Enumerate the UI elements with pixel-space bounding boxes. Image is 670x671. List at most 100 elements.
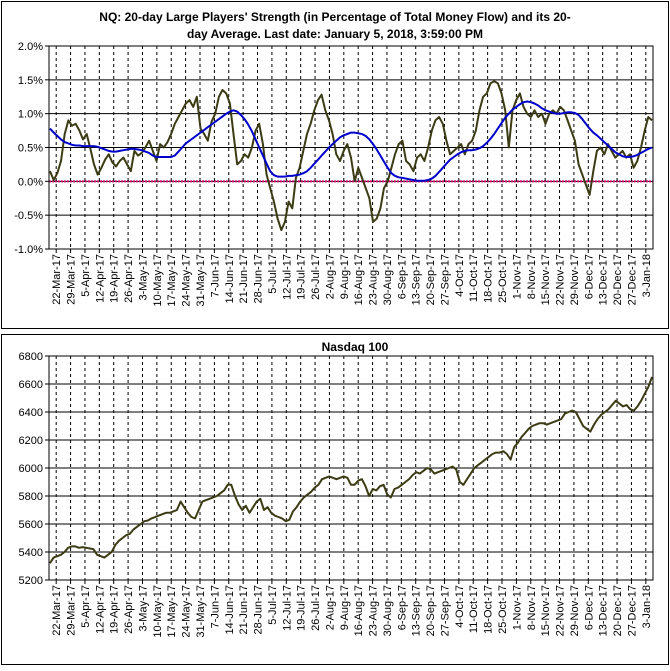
nasdaq-x-tick-label: 12-Jul-17 xyxy=(281,585,293,631)
nasdaq-panel: Nasdaq 100 5200 5400 5600 5800 6000 6200 6400 6… xyxy=(19,340,654,638)
money-flow-x-tick-label: 28-Jun-17 xyxy=(253,254,265,304)
nasdaq-y-tick-label: 5200 xyxy=(19,575,43,587)
nasdaq-x-tick-label: 23-Aug-17 xyxy=(368,585,380,636)
nasdaq-x-tick-label: 19-Jul-17 xyxy=(296,585,308,631)
nasdaq-title: Nasdaq 100 xyxy=(322,340,389,354)
money-flow-x-tick-label: 1-Nov-17 xyxy=(511,254,523,299)
nasdaq-plot-border xyxy=(48,355,654,581)
money-flow-x-tick-label: 2-Aug-17 xyxy=(324,254,336,299)
nasdaq-x-tick-label: 26-Jul-17 xyxy=(310,585,322,631)
money-flow-x-tick-label: 6-Dec-17 xyxy=(583,254,595,299)
nasdaq-y-tick-label: 5400 xyxy=(19,547,43,559)
money-flow-x-tick-label: 26-Apr-17 xyxy=(123,254,135,303)
nasdaq-y-tick-label: 6800 xyxy=(19,351,43,363)
bottom-panel-frame xyxy=(1,334,669,665)
money-flow-title-line-2: day Average. Last date: January 5, 2018,… xyxy=(187,27,483,41)
nasdaq-x-tick-label: 27-Sep-17 xyxy=(439,585,451,636)
nasdaq-x-tick-label: 5-Apr-17 xyxy=(80,585,92,628)
nasdaq-y-tick-label: 6600 xyxy=(19,379,43,391)
money-flow-x-tick-label: 29-Mar-17 xyxy=(66,254,78,305)
money-flow-x-tick-label: 21-Jun-17 xyxy=(238,254,250,304)
money-flow-title-line-1: NQ: 20-day Large Players' Strength (in P… xyxy=(99,10,570,24)
money-flow-x-tick-label: 8-Nov-17 xyxy=(526,254,538,299)
money-flow-x-tick-label: 23-Aug-17 xyxy=(368,254,380,305)
money-flow-x-tick-label: 6-Sep-17 xyxy=(396,254,408,299)
money-flow-series-line-1 xyxy=(49,100,653,182)
money-flow-x-tick-label: 31-May-17 xyxy=(195,254,207,307)
nasdaq-x-tick-label: 9-Aug-17 xyxy=(339,585,351,630)
nasdaq-x-tick-label: 19-Apr-17 xyxy=(109,585,121,634)
nasdaq-x-tick-label: 30-Aug-17 xyxy=(382,585,394,636)
money-flow-x-tick-label: 7-Jun-17 xyxy=(209,254,221,297)
money-flow-x-tick-label: 20-Dec-17 xyxy=(612,254,624,305)
money-flow-x-tick-label: 24-May-17 xyxy=(181,254,193,307)
nasdaq-x-tick-label: 25-Oct-17 xyxy=(497,585,509,634)
nasdaq-x-tick-label: 3-Jan-18 xyxy=(641,585,653,628)
nasdaq-y-tick-label: 6400 xyxy=(19,407,43,419)
nasdaq-x-tick-label: 20-Sep-17 xyxy=(425,585,437,636)
money-flow-x-tick-label: 22-Mar-17 xyxy=(51,254,63,305)
money-flow-x-tick-label: 17-May-17 xyxy=(166,254,178,307)
nasdaq-x-tick-label: 17-May-17 xyxy=(166,585,178,638)
money-flow-y-tick-label: 1.5% xyxy=(18,75,43,87)
money-flow-y-tick-label: 1.0% xyxy=(18,109,43,121)
nasdaq-x-tick-label: 31-May-17 xyxy=(195,585,207,638)
nasdaq-x-tick-label: 2-Aug-17 xyxy=(324,585,336,630)
money-flow-plot-border xyxy=(48,45,654,250)
nasdaq-x-tick-label: 18-Oct-17 xyxy=(483,585,495,634)
money-flow-x-tick-label: 9-Aug-17 xyxy=(339,254,351,299)
money-flow-x-tick-label: 27-Sep-17 xyxy=(439,254,451,305)
nasdaq-x-tick-label: 14-Jun-17 xyxy=(224,585,236,635)
nasdaq-x-tick-label: 6-Sep-17 xyxy=(396,585,408,630)
nasdaq-x-tick-label: 22-Nov-17 xyxy=(555,585,567,636)
money-flow-x-tick-label: 13-Sep-17 xyxy=(411,254,423,305)
money-flow-x-tick-label: 11-Oct-17 xyxy=(468,254,480,302)
nasdaq-x-tick-label: 6-Dec-17 xyxy=(583,585,595,630)
money-flow-x-tick-label: 18-Oct-17 xyxy=(483,254,495,303)
money-flow-x-tick-label: 30-Aug-17 xyxy=(382,254,394,305)
money-flow-x-tick-label: 3-May-17 xyxy=(137,254,149,300)
money-flow-x-tick-label: 10-May-17 xyxy=(152,254,164,307)
nasdaq-x-tick-label: 22-Mar-17 xyxy=(51,585,63,636)
nasdaq-x-tick-label: 4-Oct-17 xyxy=(454,585,466,628)
nasdaq-x-tick-label: 29-Mar-17 xyxy=(66,585,78,636)
money-flow-y-tick-label: 2.0% xyxy=(18,41,43,53)
money-flow-x-tick-label: 27-Dec-17 xyxy=(626,254,638,305)
nasdaq-x-tick-label: 1-Nov-17 xyxy=(511,585,523,630)
nasdaq-y-tick-label: 6000 xyxy=(19,463,43,475)
money-flow-x-tick-label: 19-Apr-17 xyxy=(109,254,121,303)
nasdaq-x-tick-label: 16-Aug-17 xyxy=(353,585,365,636)
nasdaq-x-tick-label: 28-Jun-17 xyxy=(253,585,265,635)
money-flow-x-tick-label: 3-Jan-18 xyxy=(641,254,653,297)
nasdaq-x-tick-label: 15-Nov-17 xyxy=(540,585,552,636)
money-flow-x-tick-label: 4-Oct-17 xyxy=(454,254,466,297)
money-flow-y-tick-label: 0.5% xyxy=(18,143,43,155)
money-flow-x-tick-label: 14-Jun-17 xyxy=(224,254,236,304)
money-flow-x-tick-label: 15-Nov-17 xyxy=(540,254,552,305)
nasdaq-x-tick-label: 3-May-17 xyxy=(137,585,149,631)
money-flow-x-tick-label: 19-Jul-17 xyxy=(296,254,308,300)
money-flow-x-tick-label: 12-Apr-17 xyxy=(94,254,106,303)
nasdaq-x-tick-label: 20-Dec-17 xyxy=(612,585,624,636)
money-flow-x-tick-label: 25-Oct-17 xyxy=(497,254,509,303)
nasdaq-x-tick-label: 21-Jun-17 xyxy=(238,585,250,635)
nasdaq-x-tick-label: 11-Oct-17 xyxy=(468,585,480,633)
money-flow-x-tick-label: 22-Nov-17 xyxy=(555,254,567,305)
nasdaq-x-tick-label: 12-Apr-17 xyxy=(94,585,106,634)
nasdaq-x-tick-label: 13-Sep-17 xyxy=(411,585,423,636)
money-flow-x-tick-label: 13-Dec-17 xyxy=(598,254,610,305)
nasdaq-series-line-0 xyxy=(49,376,653,564)
nasdaq-x-tick-label: 8-Nov-17 xyxy=(526,585,538,630)
money-flow-x-tick-label: 5-Apr-17 xyxy=(80,254,92,297)
nasdaq-x-tick-label: 29-Nov-17 xyxy=(569,585,581,636)
nasdaq-x-tick-label: 27-Dec-17 xyxy=(626,585,638,636)
nasdaq-y-tick-label: 5800 xyxy=(19,491,43,503)
nasdaq-y-tick-label: 6200 xyxy=(19,435,43,447)
nasdaq-x-tick-label: 13-Dec-17 xyxy=(598,585,610,636)
money-flow-y-tick-label: -0.5% xyxy=(14,210,43,222)
money-flow-x-tick-label: 20-Sep-17 xyxy=(425,254,437,305)
money-flow-series-line-0 xyxy=(49,80,653,232)
money-flow-x-tick-label: 5-Jul-17 xyxy=(267,254,279,294)
